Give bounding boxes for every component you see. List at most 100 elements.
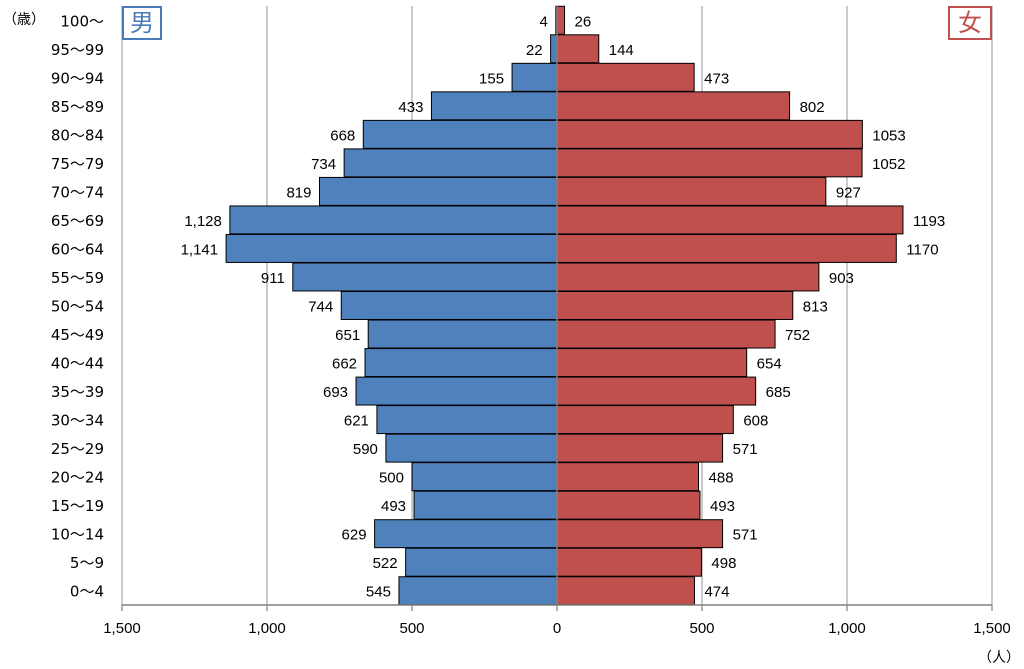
female-bar — [556, 91, 791, 121]
male-data-label: 621 — [344, 413, 369, 430]
age-group-label: 30～34 — [51, 412, 104, 430]
age-group-label: 0～4 — [70, 583, 104, 601]
male-data-label: 734 — [311, 156, 336, 173]
female-bar — [556, 119, 863, 149]
female-bar — [556, 405, 734, 435]
female-data-label: 752 — [785, 327, 810, 344]
female-bar — [556, 233, 897, 263]
female-bar — [556, 148, 863, 178]
male-data-label: 545 — [366, 584, 391, 601]
age-group-label: 85～89 — [51, 98, 104, 116]
male-bar — [374, 519, 558, 549]
age-group-label: 70～74 — [51, 183, 104, 201]
female-bar — [556, 348, 748, 378]
x-tick-label: 500 — [689, 620, 714, 637]
female-bar — [556, 5, 566, 35]
male-data-label: 155 — [479, 70, 504, 87]
female-bar — [556, 433, 724, 463]
female-bar — [556, 62, 695, 92]
age-group-label: 10～14 — [51, 526, 104, 544]
male-bar — [340, 291, 558, 320]
male-data-label: 22 — [526, 42, 543, 59]
male-bar — [292, 262, 558, 292]
female-bar — [556, 376, 757, 406]
x-tick-label: 500 — [399, 620, 424, 637]
age-group-label: 80～84 — [51, 126, 104, 144]
male-legend-label: 男 — [122, 6, 162, 40]
male-bar — [405, 547, 558, 577]
male-bar — [413, 490, 558, 520]
female-data-label: 813 — [803, 299, 828, 316]
age-group-label: 60～64 — [51, 240, 104, 258]
y-axis-unit-label: （歳） — [3, 12, 45, 28]
female-data-label: 1052 — [872, 156, 905, 173]
female-data-label: 498 — [711, 555, 736, 572]
female-bar — [556, 205, 904, 235]
female-data-label: 1193 — [913, 213, 945, 230]
male-data-label: 1,141 — [181, 241, 219, 258]
age-group-label: 25～29 — [51, 440, 104, 458]
male-bar — [355, 376, 558, 406]
male-data-label: 911 — [261, 270, 285, 287]
age-group-label: 65～69 — [51, 212, 104, 230]
female-data-label: 488 — [709, 470, 734, 487]
male-data-label: 819 — [286, 184, 311, 201]
female-bar — [556, 519, 724, 549]
male-bar — [362, 119, 558, 149]
male-data-label: 590 — [353, 441, 378, 458]
male-data-label: 493 — [381, 498, 406, 515]
male-bar — [364, 348, 558, 378]
female-bar — [556, 319, 776, 349]
female-bar — [556, 547, 702, 577]
female-data-label: 654 — [757, 356, 782, 373]
female-bar — [556, 462, 700, 492]
female-bar — [556, 34, 600, 64]
age-group-label: 75～79 — [51, 155, 104, 173]
age-group-label: 20～24 — [51, 469, 104, 487]
female-data-label: 1053 — [872, 127, 905, 144]
male-data-label: 744 — [308, 299, 333, 316]
male-data-label: 433 — [398, 99, 423, 116]
female-data-label: 473 — [704, 70, 729, 87]
female-bar — [556, 291, 794, 320]
male-data-label: 668 — [330, 127, 355, 144]
male-data-label: 4 — [539, 13, 547, 30]
age-group-label: 55～59 — [51, 269, 104, 287]
male-data-label: 522 — [373, 555, 398, 572]
male-bar — [376, 405, 558, 435]
male-bar — [367, 319, 558, 349]
age-group-label: 95～99 — [51, 41, 104, 59]
female-data-label: 571 — [733, 441, 758, 458]
male-data-label: 651 — [335, 327, 360, 344]
female-data-label: 608 — [743, 413, 768, 430]
age-group-label: 100～ — [60, 12, 104, 30]
x-axis-unit-label: （人） — [978, 650, 1020, 666]
male-data-label: 629 — [342, 527, 367, 544]
x-tick-label: 1,000 — [828, 620, 866, 637]
male-bar — [411, 462, 558, 492]
female-data-label: 493 — [710, 498, 735, 515]
female-data-label: 474 — [704, 584, 729, 601]
female-bar — [556, 262, 820, 292]
age-group-label: 5～9 — [70, 554, 104, 572]
male-bar — [550, 34, 558, 64]
male-data-label: 662 — [332, 356, 357, 373]
age-group-label: 40～44 — [51, 355, 104, 373]
x-tick-label: 0 — [553, 620, 561, 637]
male-bar — [225, 233, 558, 263]
female-data-label: 927 — [836, 184, 861, 201]
age-group-label: 35～39 — [51, 383, 104, 401]
female-data-label: 802 — [800, 99, 825, 116]
male-bar — [398, 576, 558, 606]
male-data-label: 693 — [323, 384, 348, 401]
female-data-label: 144 — [609, 42, 634, 59]
male-bar — [430, 91, 558, 121]
female-bar — [556, 490, 701, 520]
x-tick-label: 1,500 — [973, 620, 1011, 637]
female-data-label: 903 — [829, 270, 854, 287]
female-data-label: 26 — [575, 13, 592, 30]
male-bar — [229, 205, 558, 235]
age-group-label: 45～49 — [51, 326, 104, 344]
female-data-label: 1170 — [906, 241, 938, 258]
female-bar — [556, 176, 827, 206]
